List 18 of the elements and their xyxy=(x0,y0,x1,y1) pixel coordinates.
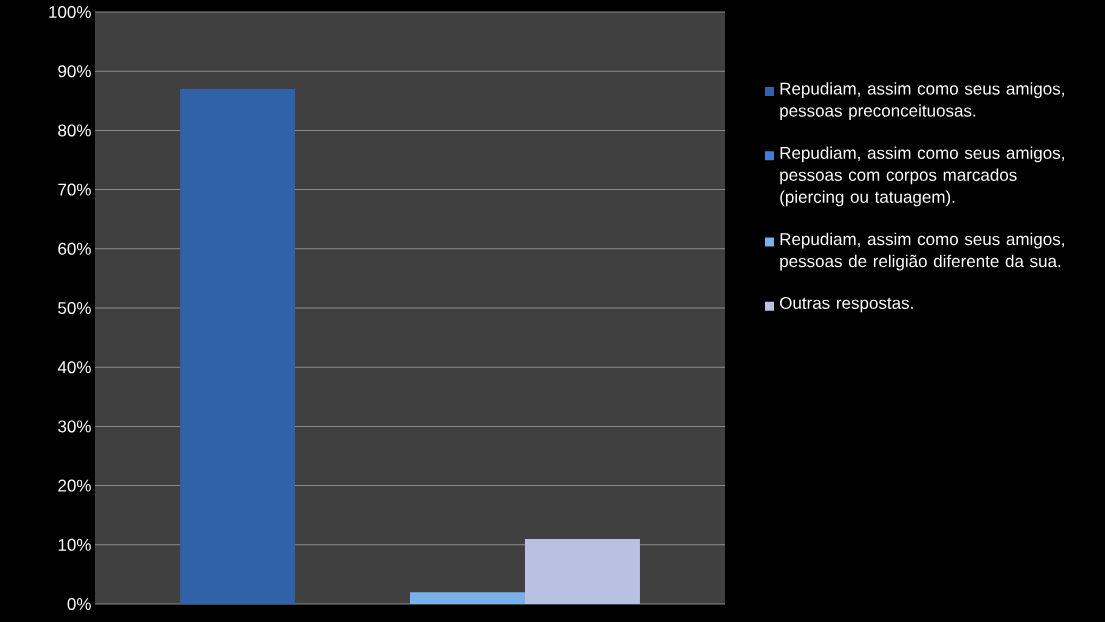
y-tick-label: 90% xyxy=(58,65,91,78)
y-tick-label: 60% xyxy=(58,242,91,255)
y-tick-label: 50% xyxy=(58,301,91,315)
y-tick-label: 10% xyxy=(58,538,91,551)
legend-label: Repudiam, assim como seus amigos, pessoas de religião diferente da sua. xyxy=(780,232,1064,271)
y-tick-label: 40% xyxy=(57,361,91,374)
bar xyxy=(524,538,640,604)
y-tick-label: 0% xyxy=(67,597,91,611)
bar xyxy=(410,592,525,604)
legend-label: Outras respostas. xyxy=(780,296,913,313)
y-tick-label: 70% xyxy=(58,183,91,196)
legend-label: Repudiam, assim como seus amigos, pessoas preconceituosas. xyxy=(780,82,1064,121)
y-tick-label: 20% xyxy=(58,479,91,492)
legend-label: Repudiam, assim como seus amigos, pessoas com corpos marcados (piercing ou tatuagem). xyxy=(780,146,1064,207)
y-tick-label: 30% xyxy=(58,420,91,433)
bar xyxy=(180,88,296,604)
y-tick-label: 80% xyxy=(58,124,91,137)
y-tick-label: 100% xyxy=(49,5,91,19)
